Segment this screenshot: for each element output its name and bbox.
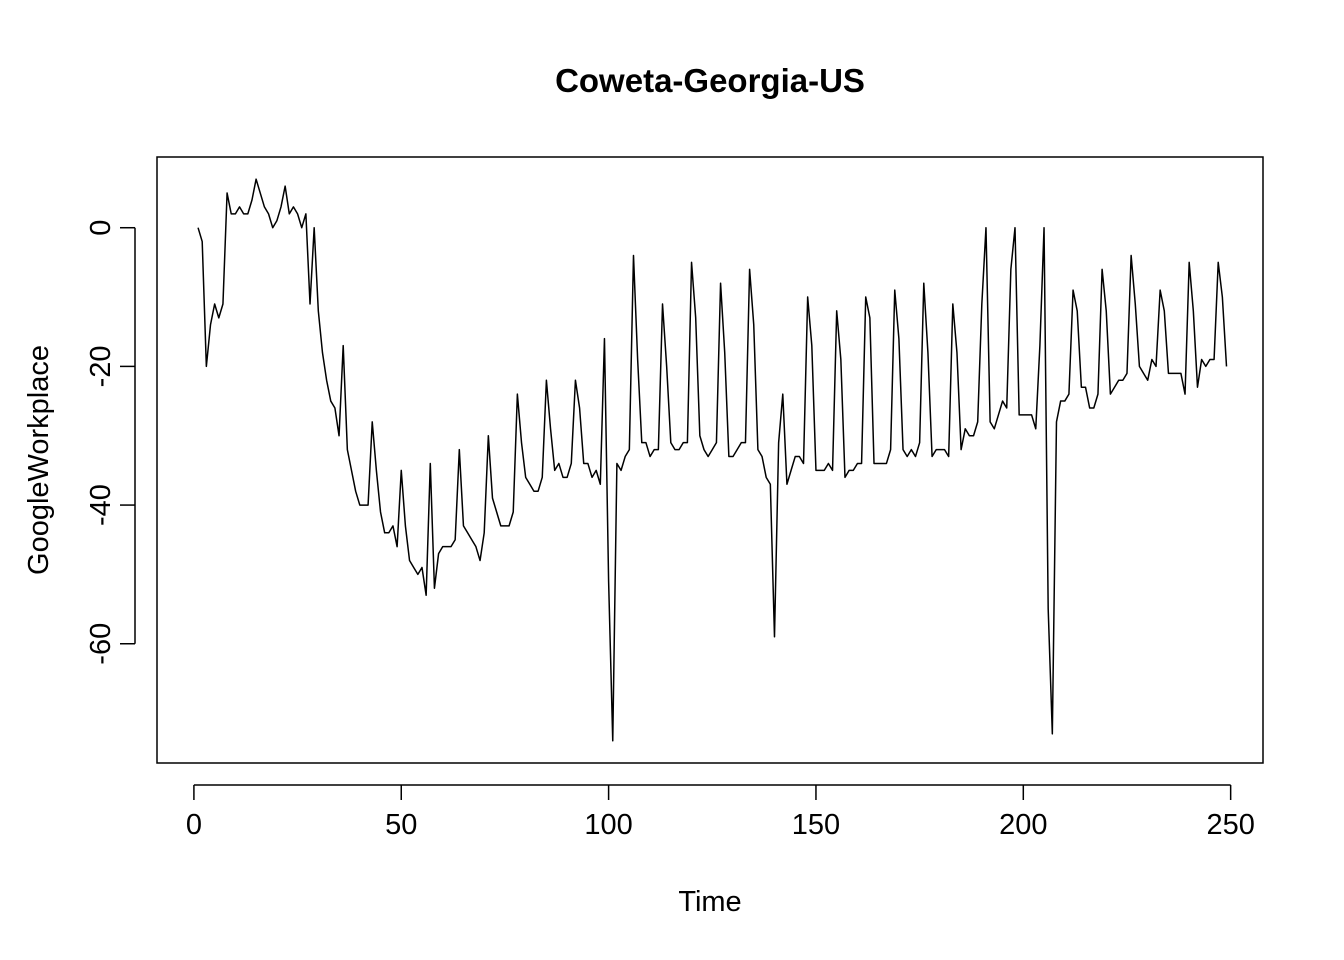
series-line bbox=[197, 178, 1228, 742]
y-axis: 0 -20 -40 -60 bbox=[85, 220, 136, 665]
y-tick-label: -40 bbox=[85, 484, 117, 526]
x-tick-label: 0 bbox=[186, 809, 202, 841]
plot-frame bbox=[156, 156, 1264, 764]
y-tick-label: 0 bbox=[85, 220, 117, 236]
x-tick-label: 150 bbox=[792, 809, 840, 841]
x-tick-label: 250 bbox=[1206, 809, 1254, 841]
y-tick-label: -20 bbox=[85, 345, 117, 387]
y-tick-label: -60 bbox=[85, 623, 117, 665]
x-axis-label: Time bbox=[678, 886, 741, 918]
chart-title: Coweta-Georgia-US bbox=[555, 62, 865, 99]
y-axis-label: GoogleWorkplace bbox=[23, 345, 55, 575]
x-axis: 0 50 100 150 200 250 bbox=[186, 784, 1255, 841]
x-tick-label: 200 bbox=[999, 809, 1047, 841]
x-tick-label: 50 bbox=[385, 809, 417, 841]
x-tick-label: 100 bbox=[584, 809, 632, 841]
